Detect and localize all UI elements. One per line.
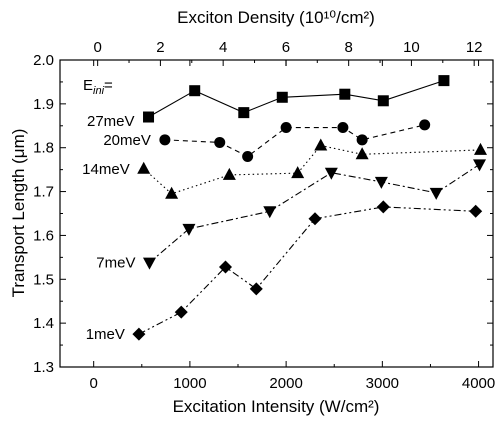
x-tick-label: 1000 bbox=[173, 375, 206, 392]
data-point-1meV bbox=[469, 204, 483, 218]
data-point-14meV bbox=[222, 167, 236, 180]
series-label-20meV: 20meV bbox=[103, 132, 151, 149]
data-point-7meV bbox=[429, 187, 443, 200]
data-point-27meV bbox=[377, 95, 389, 107]
data-point-20meV bbox=[214, 136, 226, 148]
x2-tick-label: 2 bbox=[156, 39, 164, 56]
x-tick-label: 2000 bbox=[269, 375, 302, 392]
x2-tick-label: 12 bbox=[466, 39, 483, 56]
x-axis-title: Excitation Intensity (W/cm²) bbox=[173, 397, 380, 416]
data-point-7meV bbox=[473, 159, 487, 172]
top-x-axis-title: Exciton Density (10¹⁰/cm²) bbox=[177, 8, 375, 27]
series-markers-layer bbox=[132, 75, 487, 341]
y-tick-label: 2.0 bbox=[33, 52, 54, 69]
y-tick-label: 1.5 bbox=[33, 271, 54, 288]
data-point-7meV bbox=[324, 167, 338, 180]
y-tick-label: 1.6 bbox=[33, 227, 54, 244]
data-point-7meV bbox=[182, 223, 196, 236]
data-point-27meV bbox=[189, 85, 201, 97]
series-label-14meV: 14meV bbox=[82, 161, 130, 178]
data-point-14meV bbox=[291, 166, 305, 179]
data-point-14meV bbox=[137, 161, 151, 174]
data-point-14meV bbox=[355, 147, 369, 160]
data-point-27meV bbox=[276, 91, 288, 103]
data-point-14meV bbox=[473, 142, 487, 155]
series-line-20meV bbox=[164, 124, 425, 158]
x2-tick-label: 6 bbox=[282, 39, 290, 56]
x2-tick-label: 0 bbox=[93, 39, 101, 56]
data-point-27meV bbox=[143, 111, 155, 123]
series-label-7meV: 7meV bbox=[96, 255, 135, 272]
x-tick-label: 0 bbox=[90, 375, 98, 392]
ticks-layer: 0 1000 2000 3000 4000 0 2 4 6 8 10 12 1.3 1.4 1.5 1.6 1.… bbox=[33, 39, 495, 392]
x-tick-label: 3000 bbox=[366, 375, 399, 392]
series-line-14meV bbox=[143, 144, 481, 195]
data-point-20meV bbox=[159, 134, 171, 146]
data-point-1meV bbox=[308, 212, 322, 226]
y-tick-label: 1.8 bbox=[33, 140, 54, 157]
data-point-7meV bbox=[374, 176, 388, 189]
data-point-7meV bbox=[142, 257, 156, 270]
data-point-20meV bbox=[337, 122, 349, 134]
data-point-1meV bbox=[219, 260, 233, 274]
series-lines-layer bbox=[138, 80, 481, 335]
data-point-14meV bbox=[165, 186, 179, 199]
y-tick-label: 1.7 bbox=[33, 184, 54, 201]
y-tick-label: 1.3 bbox=[33, 359, 54, 376]
data-point-14meV bbox=[314, 138, 328, 151]
data-point-1meV bbox=[174, 305, 188, 319]
x2-tick-label: 10 bbox=[403, 39, 420, 56]
data-point-27meV bbox=[438, 75, 450, 87]
y-axis-title: Transport Length (μm) bbox=[9, 129, 28, 298]
data-point-20meV bbox=[356, 134, 368, 146]
series-labels-layer: 27meV 20meV 14meV 7meV 1meV Eini= bbox=[82, 77, 151, 343]
data-point-27meV bbox=[339, 88, 351, 100]
x2-tick-label: 8 bbox=[344, 39, 352, 56]
plot-frame bbox=[59, 59, 494, 368]
data-point-20meV bbox=[242, 150, 254, 162]
data-point-20meV bbox=[419, 119, 431, 131]
x-tick-label: 4000 bbox=[462, 375, 495, 392]
data-point-7meV bbox=[263, 206, 277, 219]
data-point-1meV bbox=[132, 327, 146, 341]
data-point-27meV bbox=[238, 107, 250, 119]
data-point-1meV bbox=[376, 200, 390, 214]
data-point-20meV bbox=[280, 122, 292, 134]
axes-box bbox=[59, 59, 494, 368]
series-label-1meV: 1meV bbox=[86, 326, 125, 343]
y-tick-label: 1.9 bbox=[33, 96, 54, 113]
legend-heading: Eini= bbox=[83, 77, 113, 97]
x2-tick-label: 4 bbox=[219, 39, 227, 56]
y-tick-label: 1.4 bbox=[33, 315, 54, 332]
data-point-1meV bbox=[249, 282, 263, 296]
series-label-27meV: 27meV bbox=[87, 113, 135, 130]
